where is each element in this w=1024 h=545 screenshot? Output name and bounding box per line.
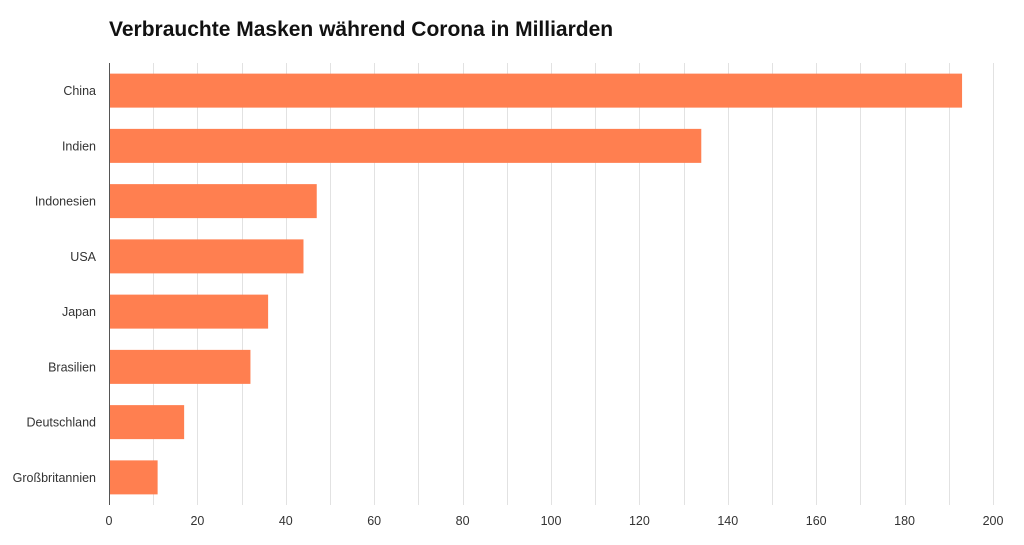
bar-usa: [109, 239, 304, 274]
category-label: Japan: [62, 305, 96, 319]
x-tick-label: 40: [279, 514, 293, 528]
x-tick-label: 60: [367, 514, 381, 528]
bar-großbritannien: [109, 460, 158, 495]
x-tick-label: 80: [456, 514, 470, 528]
category-label: China: [63, 84, 96, 98]
bar-brasilien: [109, 349, 251, 384]
x-tick-label: 100: [541, 514, 562, 528]
x-tick-label: 180: [894, 514, 915, 528]
x-tick-label: 20: [190, 514, 204, 528]
category-label: Brasilien: [48, 360, 96, 374]
category-label: USA: [70, 250, 96, 264]
bar-indien: [109, 128, 702, 163]
x-tick-label: 140: [717, 514, 738, 528]
x-tick-label: 0: [106, 514, 113, 528]
bar-deutschland: [109, 405, 185, 440]
bar-japan: [109, 294, 269, 329]
category-label: Indien: [62, 139, 96, 153]
bar-china: [109, 73, 963, 108]
category-label: Deutschland: [27, 416, 97, 430]
chart-title: Verbrauchte Masken während Corona in Mil…: [109, 18, 614, 41]
x-tick-label: 200: [983, 514, 1004, 528]
labels: 0 20 40 60 80 100 120 140 160 180 200 China Indien In…: [13, 84, 1004, 528]
category-label: Großbritannien: [13, 471, 96, 485]
x-tick-label: 160: [806, 514, 827, 528]
bars: [109, 73, 963, 495]
category-label: Indonesien: [35, 195, 96, 209]
x-tick-label: 120: [629, 514, 650, 528]
bar-indonesien: [109, 184, 317, 219]
